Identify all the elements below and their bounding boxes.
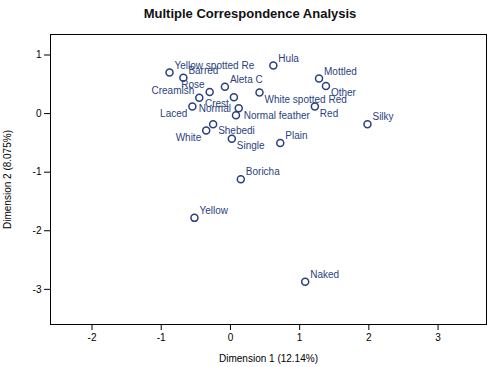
- svg-text:-1: -1: [157, 332, 166, 343]
- svg-text:Naked: Naked: [310, 269, 339, 280]
- svg-text:Plain: Plain: [285, 130, 307, 141]
- svg-text:Single: Single: [237, 140, 265, 151]
- svg-text:-1: -1: [33, 166, 42, 177]
- svg-text:White: White: [176, 132, 202, 143]
- svg-text:Dimension 2 (8.075%): Dimension 2 (8.075%): [2, 130, 13, 229]
- svg-text:Crest: Crest: [205, 98, 229, 109]
- svg-text:-3: -3: [33, 284, 42, 295]
- svg-text:Yellow spotted Re: Yellow spotted Re: [174, 59, 255, 71]
- svg-text:2: 2: [366, 332, 372, 343]
- svg-text:-2: -2: [33, 225, 42, 236]
- svg-text:White spotted Red: White spotted Red: [265, 94, 347, 105]
- html-text:Multiple Correspondence Analys: Multiple Correspondence Analysis: [143, 6, 357, 21]
- svg-text:Hula: Hula: [278, 53, 299, 64]
- svg-text:Dimension 1 (12.14%): Dimension 1 (12.14%): [219, 353, 318, 364]
- svg-text:0: 0: [36, 108, 42, 119]
- svg-text:Silky: Silky: [372, 111, 393, 122]
- svg-text:Boricha: Boricha: [246, 166, 280, 177]
- svg-text:Normal feather: Normal feather: [244, 110, 311, 121]
- svg-text:0: 0: [228, 332, 234, 343]
- svg-text:1: 1: [297, 332, 303, 343]
- svg-text:Yellow: Yellow: [199, 205, 228, 216]
- svg-text:Barred: Barred: [188, 65, 218, 76]
- svg-text:Creamish: Creamish: [151, 85, 194, 96]
- svg-text:Shebedi: Shebedi: [218, 125, 255, 136]
- svg-text:3: 3: [435, 332, 441, 343]
- svg-text:Mottled: Mottled: [324, 66, 357, 77]
- svg-text:Red: Red: [320, 108, 338, 119]
- svg-text:-2: -2: [88, 332, 97, 343]
- svg-text:1: 1: [36, 49, 42, 60]
- svg-text:Aleta C: Aleta C: [230, 74, 263, 85]
- svg-text:Laced: Laced: [160, 108, 187, 119]
